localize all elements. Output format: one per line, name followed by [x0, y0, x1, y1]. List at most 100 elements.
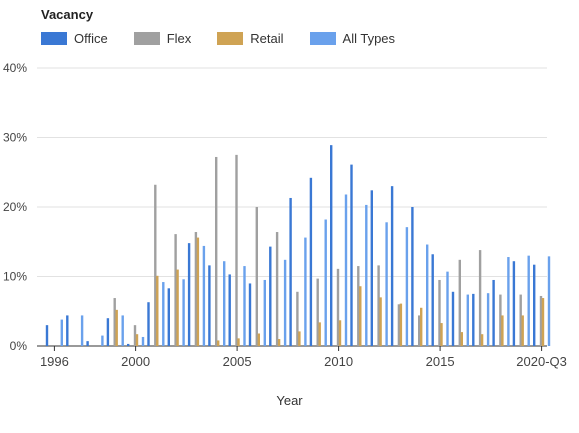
legend-item-office[interactable]: Office	[41, 31, 108, 46]
bar-flex	[316, 278, 319, 346]
bar-all-types	[60, 319, 63, 346]
bar-office	[472, 293, 475, 346]
bar-office	[106, 318, 110, 346]
bar-retail	[480, 334, 484, 346]
bar-all-types	[446, 271, 449, 346]
bar-flex	[194, 232, 198, 346]
bar-flex	[174, 234, 177, 346]
bar-office	[167, 288, 170, 346]
bar-retail	[379, 297, 382, 346]
bar-retail	[277, 339, 281, 346]
bar-flex	[255, 207, 258, 346]
bar-office	[309, 177, 313, 346]
bar-all-types	[162, 282, 165, 346]
bar-retail	[420, 307, 423, 346]
bar-retail	[135, 334, 139, 346]
legend-label-flex: Flex	[166, 31, 192, 46]
bar-retail	[399, 303, 403, 346]
legend-label-retail: Retail	[250, 31, 284, 46]
bar-flex	[154, 184, 157, 346]
legend-swatch-office	[41, 32, 67, 45]
bar-retail	[298, 331, 301, 346]
bar-office	[492, 279, 495, 346]
y-tick-label: 40%	[3, 61, 27, 75]
bar-all-types	[223, 261, 226, 346]
bar-all-types	[405, 227, 409, 346]
bar-all-types	[141, 336, 145, 346]
bar-office	[269, 246, 272, 346]
x-tick-label: 2015	[426, 354, 455, 369]
bar-office	[228, 274, 231, 346]
legend-items: Office Flex Retail All Types	[41, 31, 421, 46]
bar-office	[451, 291, 455, 346]
bar-office	[248, 283, 252, 346]
bar-all-types	[365, 204, 368, 346]
bar-retail	[237, 338, 240, 346]
bar-office	[390, 186, 394, 346]
bar-office	[431, 254, 434, 346]
bar-flex	[275, 232, 279, 346]
bar-all-types	[324, 219, 327, 346]
legend-item-all-types[interactable]: All Types	[309, 31, 396, 46]
x-axis-title: Year	[276, 393, 303, 408]
x-tick-label: 1996	[40, 354, 69, 369]
x-tick-label: 2005	[223, 354, 252, 369]
bar-retail	[156, 275, 159, 346]
bar-flex	[133, 325, 137, 346]
bar-all-types	[243, 266, 246, 346]
bar-all-types	[385, 222, 388, 346]
bar-office	[512, 261, 516, 346]
bar-all-types	[182, 279, 185, 346]
bar-flex	[499, 294, 502, 346]
bar-retail	[440, 323, 443, 346]
bar-all-types	[547, 256, 551, 346]
x-tick-label: 2020-Q3	[516, 354, 567, 369]
bar-office	[533, 264, 536, 346]
bar-retail	[359, 286, 362, 346]
bar-retail	[541, 298, 545, 346]
bar-all-types	[263, 279, 266, 346]
bar-flex	[539, 295, 543, 346]
bar-office	[187, 243, 191, 346]
bar-flex	[438, 279, 441, 346]
bar-all-types	[121, 315, 124, 346]
bar-retail	[338, 320, 342, 346]
bar-all-types	[202, 245, 206, 346]
bar-flex	[397, 304, 401, 346]
bar-office	[411, 207, 414, 346]
bar-flex	[377, 265, 380, 346]
legend-item-flex[interactable]: Flex	[133, 31, 192, 46]
bar-flex	[235, 154, 238, 346]
y-tick-label: 20%	[3, 200, 27, 214]
y-tick-label: 10%	[3, 270, 27, 284]
bar-flex	[357, 266, 360, 346]
bar-all-types	[527, 255, 530, 346]
bar-office	[147, 302, 150, 346]
bar-office	[350, 164, 353, 346]
bar-retail	[318, 322, 321, 346]
bar-flex	[418, 315, 421, 346]
bar-all-types	[486, 293, 490, 346]
legend-label-all-types: All Types	[342, 31, 396, 46]
bar-all-types	[304, 237, 307, 346]
legend-item-retail[interactable]: Retail	[217, 31, 284, 46]
bar-office	[45, 325, 49, 346]
bar-all-types	[101, 335, 104, 346]
bar-office	[66, 315, 69, 346]
bar-all-types	[426, 244, 429, 346]
bar-retail	[217, 340, 220, 346]
bar-retail	[257, 333, 260, 346]
bar-all-types	[80, 315, 84, 346]
bar-office	[86, 341, 89, 346]
bar-office	[289, 197, 292, 346]
bar-flex	[478, 250, 482, 346]
bar-all-types	[507, 257, 510, 346]
bar-all-types	[466, 294, 469, 346]
bar-retail	[196, 237, 200, 346]
legend-label-office: Office	[74, 31, 108, 46]
legend-swatch-all-types	[309, 32, 336, 45]
bar-office	[127, 343, 130, 346]
bar-retail	[501, 315, 504, 346]
bar-flex	[336, 268, 340, 346]
